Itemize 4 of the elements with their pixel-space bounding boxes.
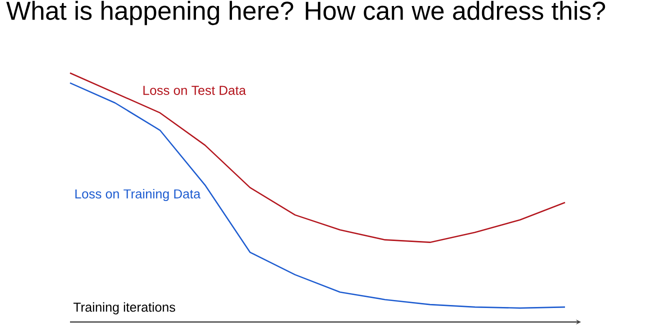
x-axis-title: Training iterations: [73, 302, 176, 314]
series-label: Loss on Training Data: [75, 188, 201, 202]
chart-title: What is happening here? How can we address this?: [6, 0, 606, 26]
series-label: Loss on Test Data: [143, 86, 246, 95]
